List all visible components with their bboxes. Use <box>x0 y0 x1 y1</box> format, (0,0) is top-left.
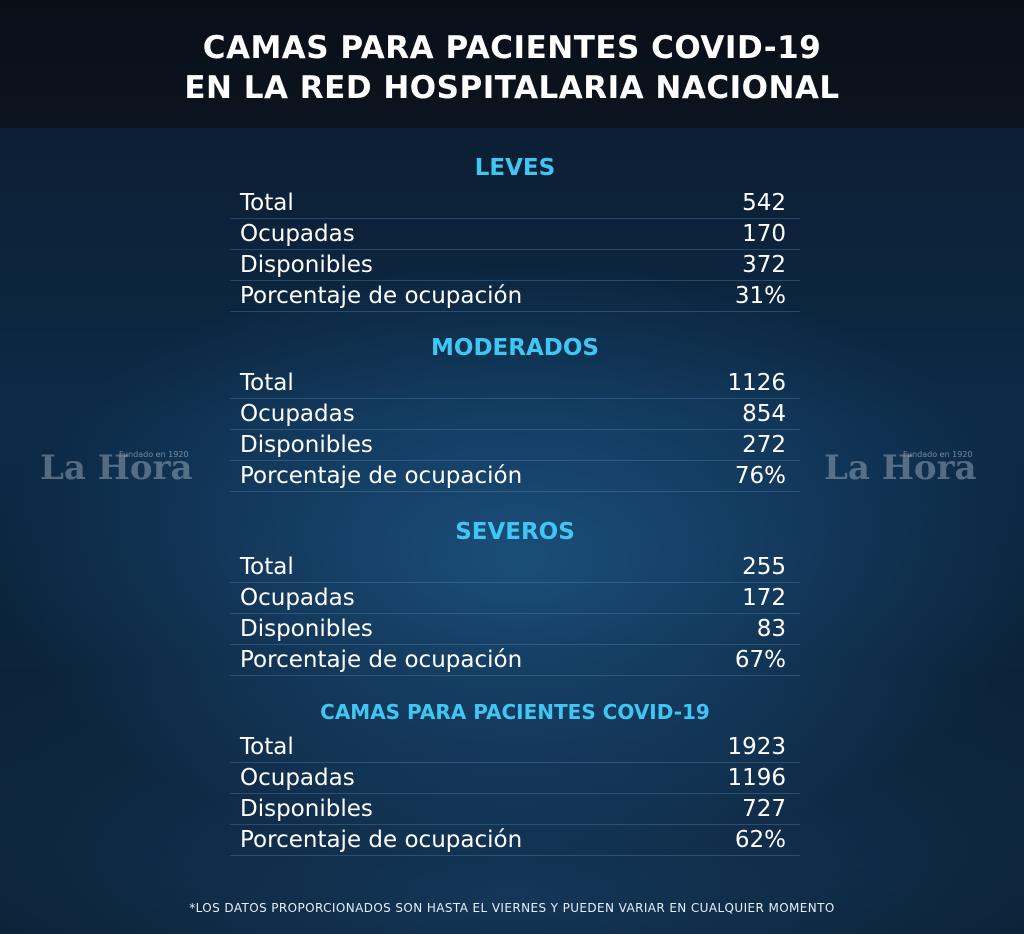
table-row: Porcentaje de ocupación 76% <box>230 461 800 492</box>
row-value: 1196 <box>727 765 786 791</box>
watermark-logo-right: La Hora Fundado en 1920 <box>824 448 977 488</box>
section-title: LEVES <box>474 155 556 181</box>
row-label: Porcentaje de ocupación <box>240 283 523 309</box>
row-value: 67% <box>734 647 786 673</box>
row-label: Disponibles <box>240 252 373 278</box>
row-value: 31% <box>734 283 786 309</box>
table-row: Disponibles 727 <box>230 794 800 825</box>
row-value: 76% <box>734 463 786 489</box>
section-severos: SEVEROS Total 255 Ocupadas 172 Disponibl… <box>230 516 800 676</box>
table-row: Porcentaje de ocupación 31% <box>230 281 800 312</box>
watermark-text: La Hora <box>824 448 977 488</box>
table-row: Total 1923 <box>230 732 800 763</box>
row-value: 255 <box>742 554 786 580</box>
section-totales: CAMAS PARA PACIENTES COVID-19 Total 1923… <box>230 696 800 856</box>
section-title: CAMAS PARA PACIENTES COVID-19 <box>320 700 710 724</box>
table-row: Disponibles 372 <box>230 250 800 281</box>
row-label: Ocupadas <box>240 765 355 791</box>
section-title: MODERADOS <box>431 335 599 361</box>
row-label: Disponibles <box>240 432 373 458</box>
row-label: Ocupadas <box>240 401 355 427</box>
table-row: Ocupadas 172 <box>230 583 800 614</box>
row-label: Porcentaje de ocupación <box>240 827 523 853</box>
row-value: 170 <box>742 221 786 247</box>
watermark-logo-left: La Hora Fundado en 1920 <box>40 448 193 488</box>
table-row: Ocupadas 854 <box>230 399 800 430</box>
row-value: 272 <box>742 432 786 458</box>
footnote: *LOS DATOS PROPORCIONADOS SON HASTA EL V… <box>189 901 835 915</box>
table-row: Total 255 <box>230 552 800 583</box>
row-value: 62% <box>734 827 786 853</box>
table-row: Total 1126 <box>230 368 800 399</box>
row-value: 83 <box>756 616 786 642</box>
row-label: Porcentaje de ocupación <box>240 647 523 673</box>
row-value: 542 <box>742 190 786 216</box>
row-value: 1126 <box>727 370 786 396</box>
row-label: Porcentaje de ocupación <box>240 463 523 489</box>
row-value: 1923 <box>727 734 786 760</box>
row-value: 854 <box>742 401 786 427</box>
table-row: Ocupadas 170 <box>230 219 800 250</box>
watermark-tagline: Fundado en 1920 <box>902 450 973 459</box>
table-row: Porcentaje de ocupación 67% <box>230 645 800 676</box>
row-label: Total <box>240 554 294 580</box>
page-title-line-2: EN LA RED HOSPITALARIA NACIONAL <box>184 70 840 106</box>
table-row: Disponibles 83 <box>230 614 800 645</box>
row-label: Disponibles <box>240 796 373 822</box>
page-title-line-1: CAMAS PARA PACIENTES COVID-19 <box>202 30 822 66</box>
title-banner <box>0 0 1024 128</box>
table-row: Ocupadas 1196 <box>230 763 800 794</box>
table-row: Porcentaje de ocupación 62% <box>230 825 800 856</box>
watermark-text: La Hora <box>40 448 193 488</box>
row-label: Ocupadas <box>240 221 355 247</box>
watermark-tagline: Fundado en 1920 <box>118 450 189 459</box>
row-label: Total <box>240 734 294 760</box>
row-label: Disponibles <box>240 616 373 642</box>
row-label: Ocupadas <box>240 585 355 611</box>
row-value: 372 <box>742 252 786 278</box>
section-leves: LEVES Total 542 Ocupadas 170 Disponibles… <box>230 152 800 312</box>
row-value: 727 <box>742 796 786 822</box>
row-label: Total <box>240 370 294 396</box>
row-value: 172 <box>742 585 786 611</box>
table-row: Disponibles 272 <box>230 430 800 461</box>
row-label: Total <box>240 190 294 216</box>
table-row: Total 542 <box>230 188 800 219</box>
section-moderados: MODERADOS Total 1126 Ocupadas 854 Dispon… <box>230 332 800 492</box>
section-title: SEVEROS <box>455 519 575 545</box>
page-title: CAMAS PARA PACIENTES COVID-19 EN LA RED … <box>0 28 1024 108</box>
